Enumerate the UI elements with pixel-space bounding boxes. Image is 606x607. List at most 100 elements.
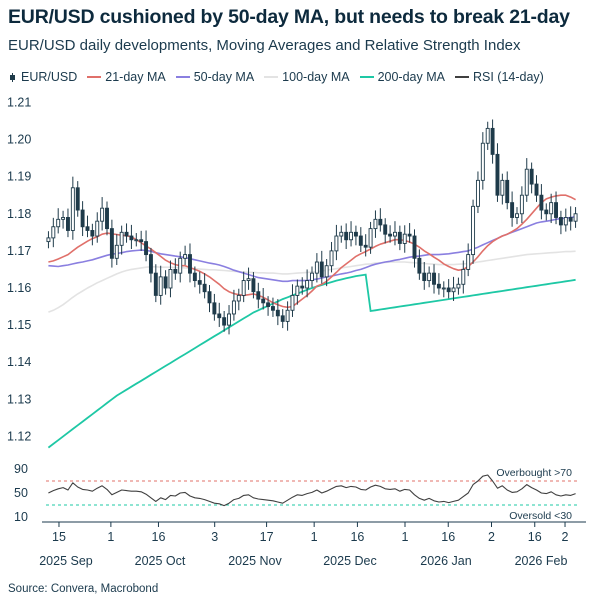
candle-body <box>495 153 500 196</box>
candle-body <box>515 213 519 218</box>
candle-body <box>129 235 134 241</box>
chart-canvas: 1.12 1.13 1.14 1.15 1.16 1.17 1.18 1.19 1.20 1.21… <box>7 95 586 568</box>
chart-subtitle: EUR/USD daily developments, Moving Avera… <box>8 37 521 54</box>
candle-body <box>358 235 363 246</box>
line-swatch-icon <box>359 76 374 78</box>
legend-item-ma50: 50-day MA <box>175 70 255 84</box>
candle-body <box>353 231 358 237</box>
candle-body <box>412 235 417 259</box>
candle-body <box>236 294 241 302</box>
candle-body <box>363 244 368 248</box>
candle-body <box>422 272 427 282</box>
x-month-label: 2025 Oct <box>135 554 186 568</box>
candle-body <box>100 207 105 222</box>
candle-body <box>285 309 290 322</box>
candle-body <box>471 205 476 256</box>
candle-body <box>524 168 529 196</box>
candle-body <box>378 218 383 226</box>
candle-body <box>436 283 441 289</box>
candle-body <box>461 268 466 285</box>
ma200-line <box>47 273 576 449</box>
x-tick-label: 2 <box>562 530 569 544</box>
x-tick-label: 16 <box>152 530 166 544</box>
x-tick-label: 1 <box>311 530 318 544</box>
candle-body <box>66 217 70 231</box>
candle-body <box>319 261 324 278</box>
candle-body <box>407 233 412 237</box>
x-tick-label: 1 <box>107 530 114 544</box>
x-month-label: 2026 Jan <box>420 554 471 568</box>
line-swatch-icon <box>454 76 469 78</box>
candle-body <box>188 254 192 274</box>
candle-body <box>339 231 344 237</box>
x-tick-label: 16 <box>350 530 364 544</box>
candle-body <box>192 272 197 282</box>
x-tick-label: 17 <box>260 530 274 544</box>
candle-body <box>402 233 407 244</box>
legend-label: 50-day MA <box>193 70 255 84</box>
legend-label: 100-day MA <box>282 70 350 84</box>
candle-body <box>529 168 534 185</box>
rsi-y-tick-label: 90 <box>14 462 28 476</box>
x-month-label: 2025 Sep <box>39 554 93 568</box>
candle-body <box>153 272 158 296</box>
candle-body <box>505 179 510 204</box>
x-tick-label: 15 <box>52 530 66 544</box>
candle-body <box>510 202 515 218</box>
x-tick-label: 2 <box>488 530 495 544</box>
candle-body <box>261 298 266 304</box>
candle-body <box>212 302 217 315</box>
candle-body <box>324 265 329 278</box>
legend-item-ma100: 100-day MA <box>264 70 350 84</box>
candle-body <box>554 202 558 218</box>
candle-body <box>500 179 505 196</box>
x-month-label: 2025 Dec <box>323 554 377 568</box>
legend-label: 200-day MA <box>377 70 445 84</box>
y-tick-label: 1.13 <box>7 392 31 406</box>
candle-body <box>441 287 446 290</box>
candle-body <box>568 217 573 222</box>
y-tick-label: 1.18 <box>7 207 31 221</box>
candle-body <box>295 285 300 296</box>
oversold-label: Oversold <30 <box>509 510 572 522</box>
candle-body <box>451 287 456 293</box>
candle-body <box>397 231 402 244</box>
candle-body <box>105 207 109 230</box>
source-note: Source: Convera, Macrobond <box>8 583 159 595</box>
legend-label: EUR/USD <box>21 70 78 84</box>
candle-body <box>475 179 480 207</box>
legend-label: 21-day MA <box>105 70 166 84</box>
candle-body <box>266 302 271 307</box>
candle-body <box>373 218 378 230</box>
candle-body <box>432 272 436 285</box>
candle-body <box>158 276 163 296</box>
candle-body <box>417 257 422 274</box>
candle-body <box>222 317 227 326</box>
line-swatch-icon <box>175 76 190 78</box>
candle-body <box>275 309 280 317</box>
y-tick-label: 1.14 <box>7 355 31 369</box>
candle-body <box>90 230 95 237</box>
candle-body <box>241 280 246 296</box>
candle-body <box>344 231 349 241</box>
candle-body <box>334 235 339 252</box>
candle-body <box>85 226 90 231</box>
candle-body <box>178 257 183 274</box>
y-tick-label: 1.19 <box>7 170 31 184</box>
candle-body <box>270 306 275 311</box>
candle-body <box>485 127 490 144</box>
candle-body <box>256 291 261 300</box>
y-tick-label: 1.16 <box>7 281 31 295</box>
candle-body <box>124 231 129 237</box>
candle-body <box>490 127 495 155</box>
candle-body <box>368 228 373 248</box>
candle-body <box>144 241 149 256</box>
legend-label: RSI (14-day) <box>472 70 544 84</box>
candle-body <box>119 231 124 246</box>
candle-body <box>61 217 66 220</box>
candle-body <box>227 313 231 326</box>
candle-body <box>114 244 119 259</box>
legend-item-rsi: RSI (14-day) <box>454 70 544 84</box>
x-tick-label: 3 <box>211 530 218 544</box>
legend-item-ma200: 200-day MA <box>359 70 445 84</box>
